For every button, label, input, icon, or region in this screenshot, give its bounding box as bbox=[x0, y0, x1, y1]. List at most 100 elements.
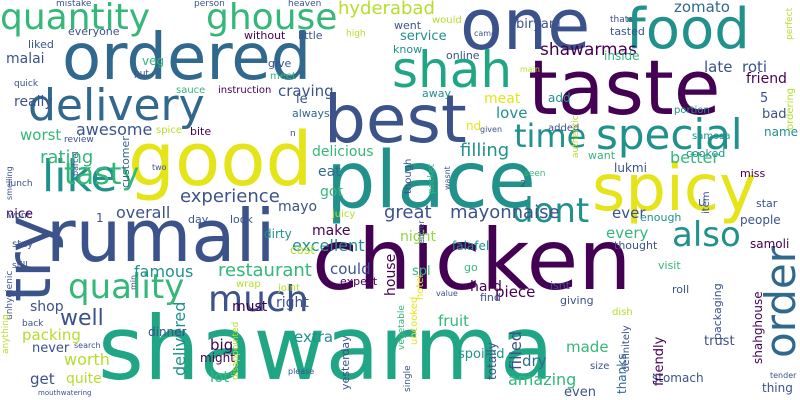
word-ordering: ordering bbox=[785, 87, 796, 130]
word-ghouse: ghouse bbox=[206, 0, 338, 38]
word-dont: dont bbox=[512, 191, 590, 231]
word-star: star bbox=[756, 197, 778, 210]
word-made: made bbox=[566, 338, 609, 356]
word-food: food bbox=[626, 0, 750, 62]
word-mouthwatering: mouthwatering bbox=[38, 389, 92, 397]
word-lot: lot bbox=[210, 368, 230, 386]
word-eat: eat bbox=[318, 164, 341, 180]
word-unhygienic: unhygienic bbox=[5, 270, 15, 320]
word-delicious: delicious bbox=[312, 144, 374, 160]
word-ordered: ordered bbox=[62, 21, 312, 95]
word-awesome: awesome bbox=[76, 120, 153, 139]
word-samosa: samosa bbox=[692, 131, 731, 142]
word-lukmi: lukmi bbox=[614, 161, 647, 175]
word-giving: giving bbox=[560, 294, 594, 307]
word-lunch: lunch bbox=[8, 179, 33, 189]
word-never: never bbox=[32, 341, 70, 356]
word-size: size bbox=[590, 361, 610, 372]
word-go: go bbox=[464, 261, 478, 274]
word-trust: trust bbox=[704, 334, 735, 349]
word-could: could bbox=[330, 260, 371, 278]
word-spoiled: spoiled bbox=[458, 347, 505, 362]
word-pocket: pocket bbox=[427, 163, 437, 194]
word-value: value bbox=[436, 289, 458, 298]
word-disappointed: disappointed bbox=[231, 321, 241, 380]
word-mayonnaise: mayonnaise bbox=[450, 202, 560, 223]
word-service: service bbox=[400, 29, 447, 44]
word-fruit: fruit bbox=[438, 312, 470, 330]
word-sauce: sauce bbox=[176, 85, 206, 96]
word-spl: spl bbox=[412, 264, 431, 279]
word-love: love bbox=[496, 104, 528, 122]
word-great: great bbox=[384, 202, 432, 223]
word-totally: totally bbox=[485, 342, 499, 380]
word-cooked: cooked bbox=[686, 147, 726, 160]
word-nd: nd bbox=[466, 119, 482, 133]
word-really: really bbox=[14, 94, 53, 110]
word-stay: stay bbox=[12, 239, 34, 250]
word-filling: filling bbox=[460, 140, 510, 161]
word-bite: bite bbox=[190, 125, 212, 138]
word-dry: dry bbox=[522, 352, 547, 370]
word-away: away bbox=[422, 87, 451, 100]
word-shawarmas: shawarmas bbox=[540, 40, 637, 60]
word-inside: inside bbox=[604, 49, 640, 63]
word-friendly: friendly bbox=[652, 336, 667, 386]
word-shah: shah bbox=[392, 41, 513, 99]
word-vegetable: vegetable bbox=[397, 305, 407, 350]
word-samoli: samoli bbox=[750, 237, 790, 251]
word-n: n bbox=[290, 129, 296, 139]
word-well: well bbox=[60, 306, 104, 331]
word-liked: liked bbox=[28, 38, 54, 51]
word-came: came bbox=[474, 29, 497, 38]
word-juicy: juicy bbox=[332, 209, 356, 220]
word-please: please bbox=[288, 367, 315, 376]
word-packaging: packaging bbox=[711, 283, 724, 340]
word-thought: thought bbox=[614, 239, 658, 252]
word-know: know bbox=[393, 43, 423, 56]
word-mayo: mayo bbox=[278, 199, 318, 215]
word-shop: shop bbox=[30, 299, 64, 315]
word-night: night bbox=[400, 229, 437, 245]
word-thats: thats bbox=[610, 15, 633, 25]
word-quick: quick bbox=[14, 79, 39, 89]
word-wont: wont bbox=[8, 211, 31, 221]
word-instruction: instruction bbox=[218, 85, 272, 96]
word-added: added bbox=[548, 123, 580, 134]
word-single: single bbox=[403, 365, 413, 392]
word-hyderabad: hyderabad bbox=[338, 0, 435, 19]
word-portion: portion bbox=[674, 105, 710, 116]
word-yesterday: yesterday bbox=[339, 335, 352, 390]
word-isnt: isnt bbox=[550, 279, 571, 292]
word-craving: craving bbox=[278, 82, 334, 100]
word-wasnt: wasnt bbox=[443, 166, 452, 190]
word-much: much bbox=[208, 279, 309, 320]
word-zomato: zomato bbox=[674, 0, 730, 16]
word-worth: worth bbox=[64, 350, 110, 369]
word-though: though bbox=[403, 158, 414, 194]
word-amazing: amazing bbox=[508, 370, 577, 389]
word-friend: friend bbox=[746, 71, 787, 87]
word-authentic: authentic bbox=[571, 115, 581, 158]
word-people: people bbox=[740, 213, 781, 227]
word-dish: dish bbox=[612, 307, 633, 318]
word-like: like bbox=[42, 151, 118, 202]
word-rating: rating bbox=[40, 147, 94, 168]
word-search: search bbox=[74, 341, 101, 350]
word-one: one bbox=[460, 0, 591, 66]
word-quality: quality bbox=[68, 267, 185, 307]
word-quite: quite bbox=[66, 371, 102, 387]
word-hard: hard bbox=[470, 279, 502, 295]
word-heaven: heaven bbox=[288, 0, 322, 9]
word-online: online bbox=[446, 49, 480, 62]
word-malai: malai bbox=[6, 51, 45, 67]
word-spice: spice bbox=[156, 125, 182, 136]
word-person: person bbox=[194, 0, 225, 9]
word-shawarma: shawarma bbox=[98, 297, 554, 400]
word-everyone: everyone bbox=[68, 25, 120, 38]
word-review: review bbox=[64, 135, 94, 145]
word-chicken: chicken bbox=[312, 211, 632, 309]
word-get: get bbox=[30, 370, 55, 388]
word-packing: packing bbox=[22, 326, 81, 344]
